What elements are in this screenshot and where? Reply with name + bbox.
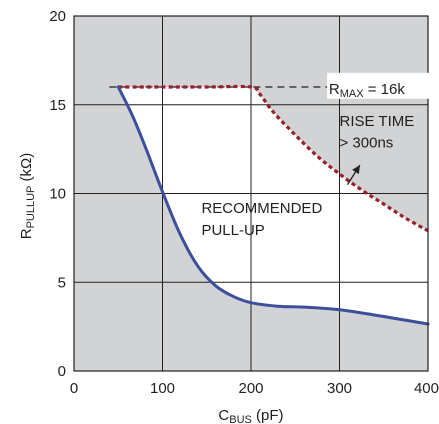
x-axis-label-sub: BUS	[229, 414, 252, 424]
annotations: RMAX = 16k RISE TIME > 300ns RECOMMENDED PUL…	[201, 72, 439, 239]
rmax-label-rest: = 16k	[364, 81, 406, 98]
y-tick-label: 10	[49, 186, 66, 203]
y-tick-label: 5	[58, 274, 66, 291]
rmax-label-sub: MAX	[340, 88, 365, 100]
plot-frame	[73, 15, 429, 372]
x-axis-label-unit: (pF)	[252, 407, 284, 424]
recommended-region	[118, 87, 429, 324]
x-tick-labels: 0 100 200 300 400	[70, 380, 439, 397]
y-axis-label-main: R	[18, 228, 35, 239]
rise-time-label-line: > 300ns	[340, 134, 394, 151]
rmax-label-bg	[327, 72, 439, 99]
rise-time-label-line: RISE TIME	[340, 113, 415, 130]
y-axis-label: RPULLUP (kΩ)	[18, 153, 37, 240]
x-tick-label: 0	[70, 380, 78, 397]
x-tick-label: 300	[327, 380, 352, 397]
pullup-curve	[116, 85, 430, 326]
y-tick-labels: 0 5 10 15 20	[49, 8, 66, 380]
y-axis-label-sub: PULLUP	[25, 186, 37, 229]
recommended-label-line: PULL-UP	[201, 222, 264, 239]
y-tick-label: 0	[58, 363, 66, 380]
y-axis-label-unit: (kΩ)	[18, 153, 35, 186]
x-tick-label: 400	[414, 380, 439, 397]
y-tick-label: 20	[49, 8, 66, 25]
x-tick-label: 100	[150, 380, 175, 397]
rise-time-arrow-head	[352, 165, 360, 174]
x-tick-label: 200	[238, 380, 263, 397]
rise-time-curve	[118, 84, 429, 233]
x-axis-label-main: C	[218, 407, 229, 424]
x-axis-label: CBUS (pF)	[218, 407, 283, 424]
recommended-label-line: RECOMMENDED	[201, 200, 322, 217]
rmax-label: RMAX = 16k	[329, 81, 405, 100]
rmax-label-main: R	[329, 81, 340, 98]
y-tick-label: 15	[49, 97, 66, 114]
